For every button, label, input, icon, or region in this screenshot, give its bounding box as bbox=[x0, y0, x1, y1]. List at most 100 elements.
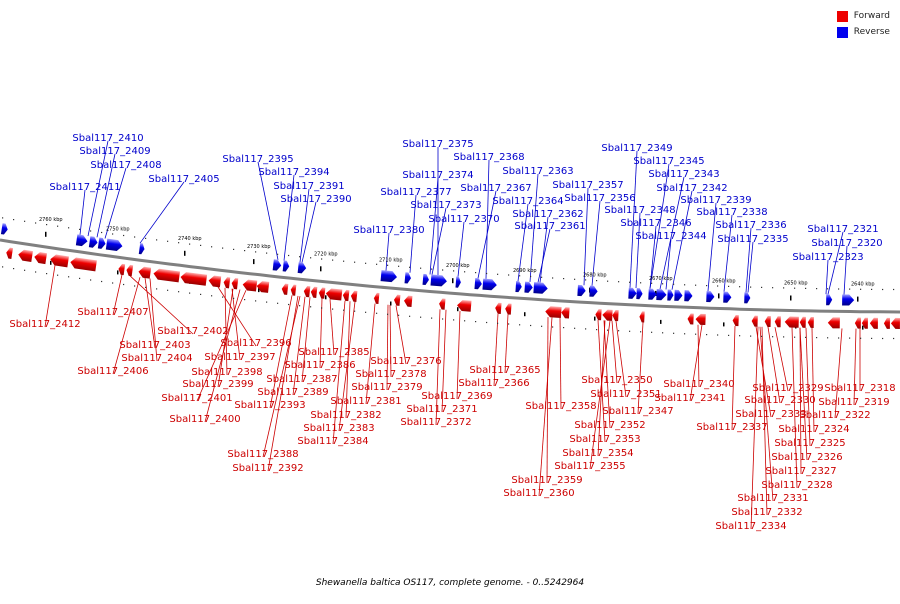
leader-line bbox=[299, 188, 310, 263]
lower-dot bbox=[68, 276, 70, 278]
lower-dot bbox=[596, 329, 598, 331]
leader-line bbox=[301, 297, 311, 383]
lower-dot bbox=[35, 271, 37, 273]
forward-gene-label: Sbal117_2360 bbox=[503, 488, 574, 499]
lower-dot bbox=[255, 300, 257, 302]
leader-line bbox=[689, 324, 703, 402]
reverse-gene-label: Sbal117_2409 bbox=[79, 146, 150, 157]
legend-forward-label: Forward bbox=[853, 11, 890, 21]
lower-dot bbox=[277, 302, 279, 304]
lower-dot bbox=[882, 337, 884, 340]
legend-reverse-label: Reverse bbox=[853, 27, 890, 37]
forward-gene-arrow bbox=[505, 303, 512, 315]
reverse-gene-arrow bbox=[842, 294, 855, 306]
leader-line bbox=[441, 309, 447, 413]
forward-gene-arrow bbox=[342, 289, 350, 302]
leader-line bbox=[745, 227, 752, 293]
upper-dot bbox=[772, 287, 774, 289]
forward-gene-label: Sbal117_2318 bbox=[824, 383, 895, 394]
forward-gene-arrow bbox=[869, 317, 878, 329]
map-caption: Shewanella baltica OS117, complete genom… bbox=[315, 578, 585, 588]
scale-tick-label: 2680 kbp bbox=[583, 273, 607, 279]
leader-line bbox=[759, 326, 774, 502]
scale-tick bbox=[718, 293, 720, 299]
leader-line bbox=[731, 325, 736, 431]
forward-gene-label: Sbal117_2396 bbox=[220, 338, 291, 349]
leader-line bbox=[827, 231, 844, 295]
upper-dot bbox=[156, 239, 158, 241]
forward-gene-arrow bbox=[545, 306, 562, 318]
reverse-gene-label: Sbal117_2323 bbox=[792, 252, 863, 263]
upper-dot bbox=[57, 225, 59, 227]
scale-tick-label: 2660 kbp bbox=[712, 278, 736, 284]
leader-line bbox=[583, 187, 589, 286]
scale-tick-lower bbox=[524, 312, 526, 317]
leader-line bbox=[538, 317, 553, 497]
reverse-gene-label: Sbal117_2339 bbox=[680, 195, 751, 206]
leader-line bbox=[811, 327, 815, 433]
leader-line bbox=[671, 190, 693, 290]
scale-tick-lower bbox=[723, 322, 725, 327]
upper-dot bbox=[288, 254, 290, 257]
leader-line bbox=[144, 277, 156, 349]
lower-dot bbox=[57, 274, 59, 276]
leader-line bbox=[665, 238, 672, 290]
upper-dot bbox=[816, 288, 818, 290]
forward-gene-label: Sbal117_2392 bbox=[232, 463, 303, 474]
forward-gene-label: Sbal117_2371 bbox=[406, 404, 477, 415]
forward-gene-label: Sbal117_2399 bbox=[182, 379, 253, 390]
upper-dot bbox=[79, 228, 81, 230]
forward-gene-arrow bbox=[303, 285, 311, 298]
lower-dot bbox=[288, 303, 290, 306]
upper-dot bbox=[497, 273, 499, 275]
leader-line bbox=[139, 181, 185, 244]
upper-dot bbox=[167, 240, 169, 242]
leader-line bbox=[649, 225, 657, 289]
upper-dot bbox=[431, 268, 433, 270]
reverse-gene-arrow bbox=[533, 282, 548, 294]
legend-forward-swatch bbox=[836, 10, 848, 22]
lower-dot bbox=[332, 308, 334, 310]
leader-line bbox=[267, 295, 299, 472]
forward-gene-arrow bbox=[784, 316, 799, 328]
lower-dot bbox=[112, 282, 114, 284]
leader-line bbox=[44, 265, 56, 328]
upper-dot bbox=[365, 262, 367, 264]
forward-gene-arrow bbox=[495, 302, 502, 314]
forward-gene-label: Sbal117_2337 bbox=[696, 422, 767, 433]
forward-gene-arrow bbox=[118, 263, 126, 276]
forward-gene-label: Sbal117_2387 bbox=[266, 374, 337, 385]
scale-tick-label: 2750 kbp bbox=[106, 226, 130, 232]
forward-gene-label: Sbal117_2403 bbox=[119, 340, 190, 351]
lower-dot bbox=[387, 313, 389, 315]
leader-line bbox=[559, 317, 562, 410]
leader-line bbox=[409, 194, 417, 273]
reverse-gene-arrow bbox=[482, 278, 497, 291]
upper-dot bbox=[475, 272, 477, 274]
forward-gene-arrow bbox=[318, 287, 326, 299]
leader-line bbox=[629, 150, 638, 288]
upper-dot bbox=[266, 252, 268, 254]
leader-line bbox=[537, 228, 551, 283]
scale-tick-label: 2700 kbp bbox=[446, 263, 470, 269]
lower-dot bbox=[871, 337, 873, 339]
forward-gene-label: Sbal117_2407 bbox=[77, 307, 148, 318]
upper-dot bbox=[860, 288, 862, 290]
upper-dot bbox=[541, 276, 543, 278]
reverse-gene-label: Sbal117_2362 bbox=[512, 209, 583, 220]
leader-line bbox=[395, 305, 407, 365]
scale-tick-label: 2730 kbp bbox=[247, 244, 271, 250]
legend-reverse-swatch bbox=[836, 26, 848, 38]
leader-line bbox=[112, 277, 141, 375]
upper-dot bbox=[222, 247, 224, 249]
forward-gene-label: Sbal117_2358 bbox=[525, 401, 596, 412]
forward-gene-label: Sbal117_2381 bbox=[330, 396, 401, 407]
leader-line bbox=[799, 327, 808, 461]
forward-gene-arrow bbox=[695, 313, 706, 326]
leader-line bbox=[799, 327, 802, 475]
forward-gene-arrow bbox=[439, 298, 446, 310]
leader-line bbox=[217, 286, 257, 347]
reverse-gene-arrow bbox=[515, 280, 522, 293]
upper-dot bbox=[376, 263, 378, 265]
lower-dot bbox=[607, 329, 609, 331]
